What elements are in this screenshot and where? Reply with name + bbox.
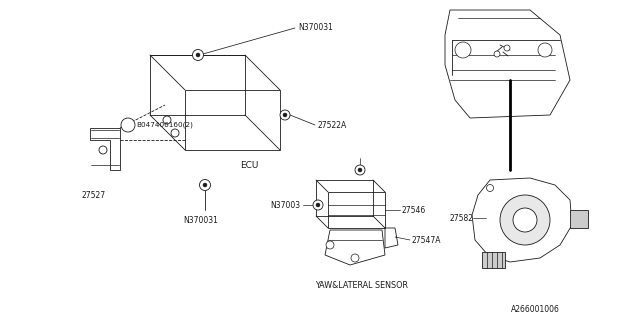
Circle shape bbox=[316, 203, 320, 207]
Circle shape bbox=[196, 53, 200, 57]
Circle shape bbox=[313, 200, 323, 210]
Circle shape bbox=[355, 165, 365, 175]
Text: YAW&LATERAL SENSOR: YAW&LATERAL SENSOR bbox=[315, 281, 408, 290]
Circle shape bbox=[538, 43, 552, 57]
Text: B047406160(2): B047406160(2) bbox=[136, 122, 193, 128]
Circle shape bbox=[99, 146, 107, 154]
Polygon shape bbox=[570, 210, 588, 228]
Text: N370031: N370031 bbox=[298, 22, 333, 31]
Text: A266001006: A266001006 bbox=[511, 306, 560, 315]
Text: N370031: N370031 bbox=[183, 215, 218, 225]
Text: 27547A: 27547A bbox=[412, 236, 442, 244]
Polygon shape bbox=[482, 252, 505, 268]
Text: ECU: ECU bbox=[240, 161, 259, 170]
Text: 27582: 27582 bbox=[450, 213, 474, 222]
Text: 27522A: 27522A bbox=[317, 121, 346, 130]
Circle shape bbox=[513, 208, 537, 232]
Circle shape bbox=[494, 51, 500, 57]
Circle shape bbox=[283, 113, 287, 117]
Polygon shape bbox=[472, 178, 572, 262]
Text: N37003: N37003 bbox=[270, 201, 300, 210]
Circle shape bbox=[121, 118, 135, 132]
Circle shape bbox=[163, 116, 171, 124]
Circle shape bbox=[280, 110, 290, 120]
Text: 27546: 27546 bbox=[402, 205, 426, 214]
Circle shape bbox=[193, 50, 204, 60]
Text: 27527: 27527 bbox=[82, 190, 106, 199]
Circle shape bbox=[358, 168, 362, 172]
Circle shape bbox=[455, 42, 471, 58]
Circle shape bbox=[500, 195, 550, 245]
Circle shape bbox=[171, 129, 179, 137]
Circle shape bbox=[203, 183, 207, 187]
Circle shape bbox=[326, 241, 334, 249]
Circle shape bbox=[200, 180, 211, 190]
Circle shape bbox=[486, 185, 493, 191]
Circle shape bbox=[504, 45, 510, 51]
Circle shape bbox=[351, 254, 359, 262]
